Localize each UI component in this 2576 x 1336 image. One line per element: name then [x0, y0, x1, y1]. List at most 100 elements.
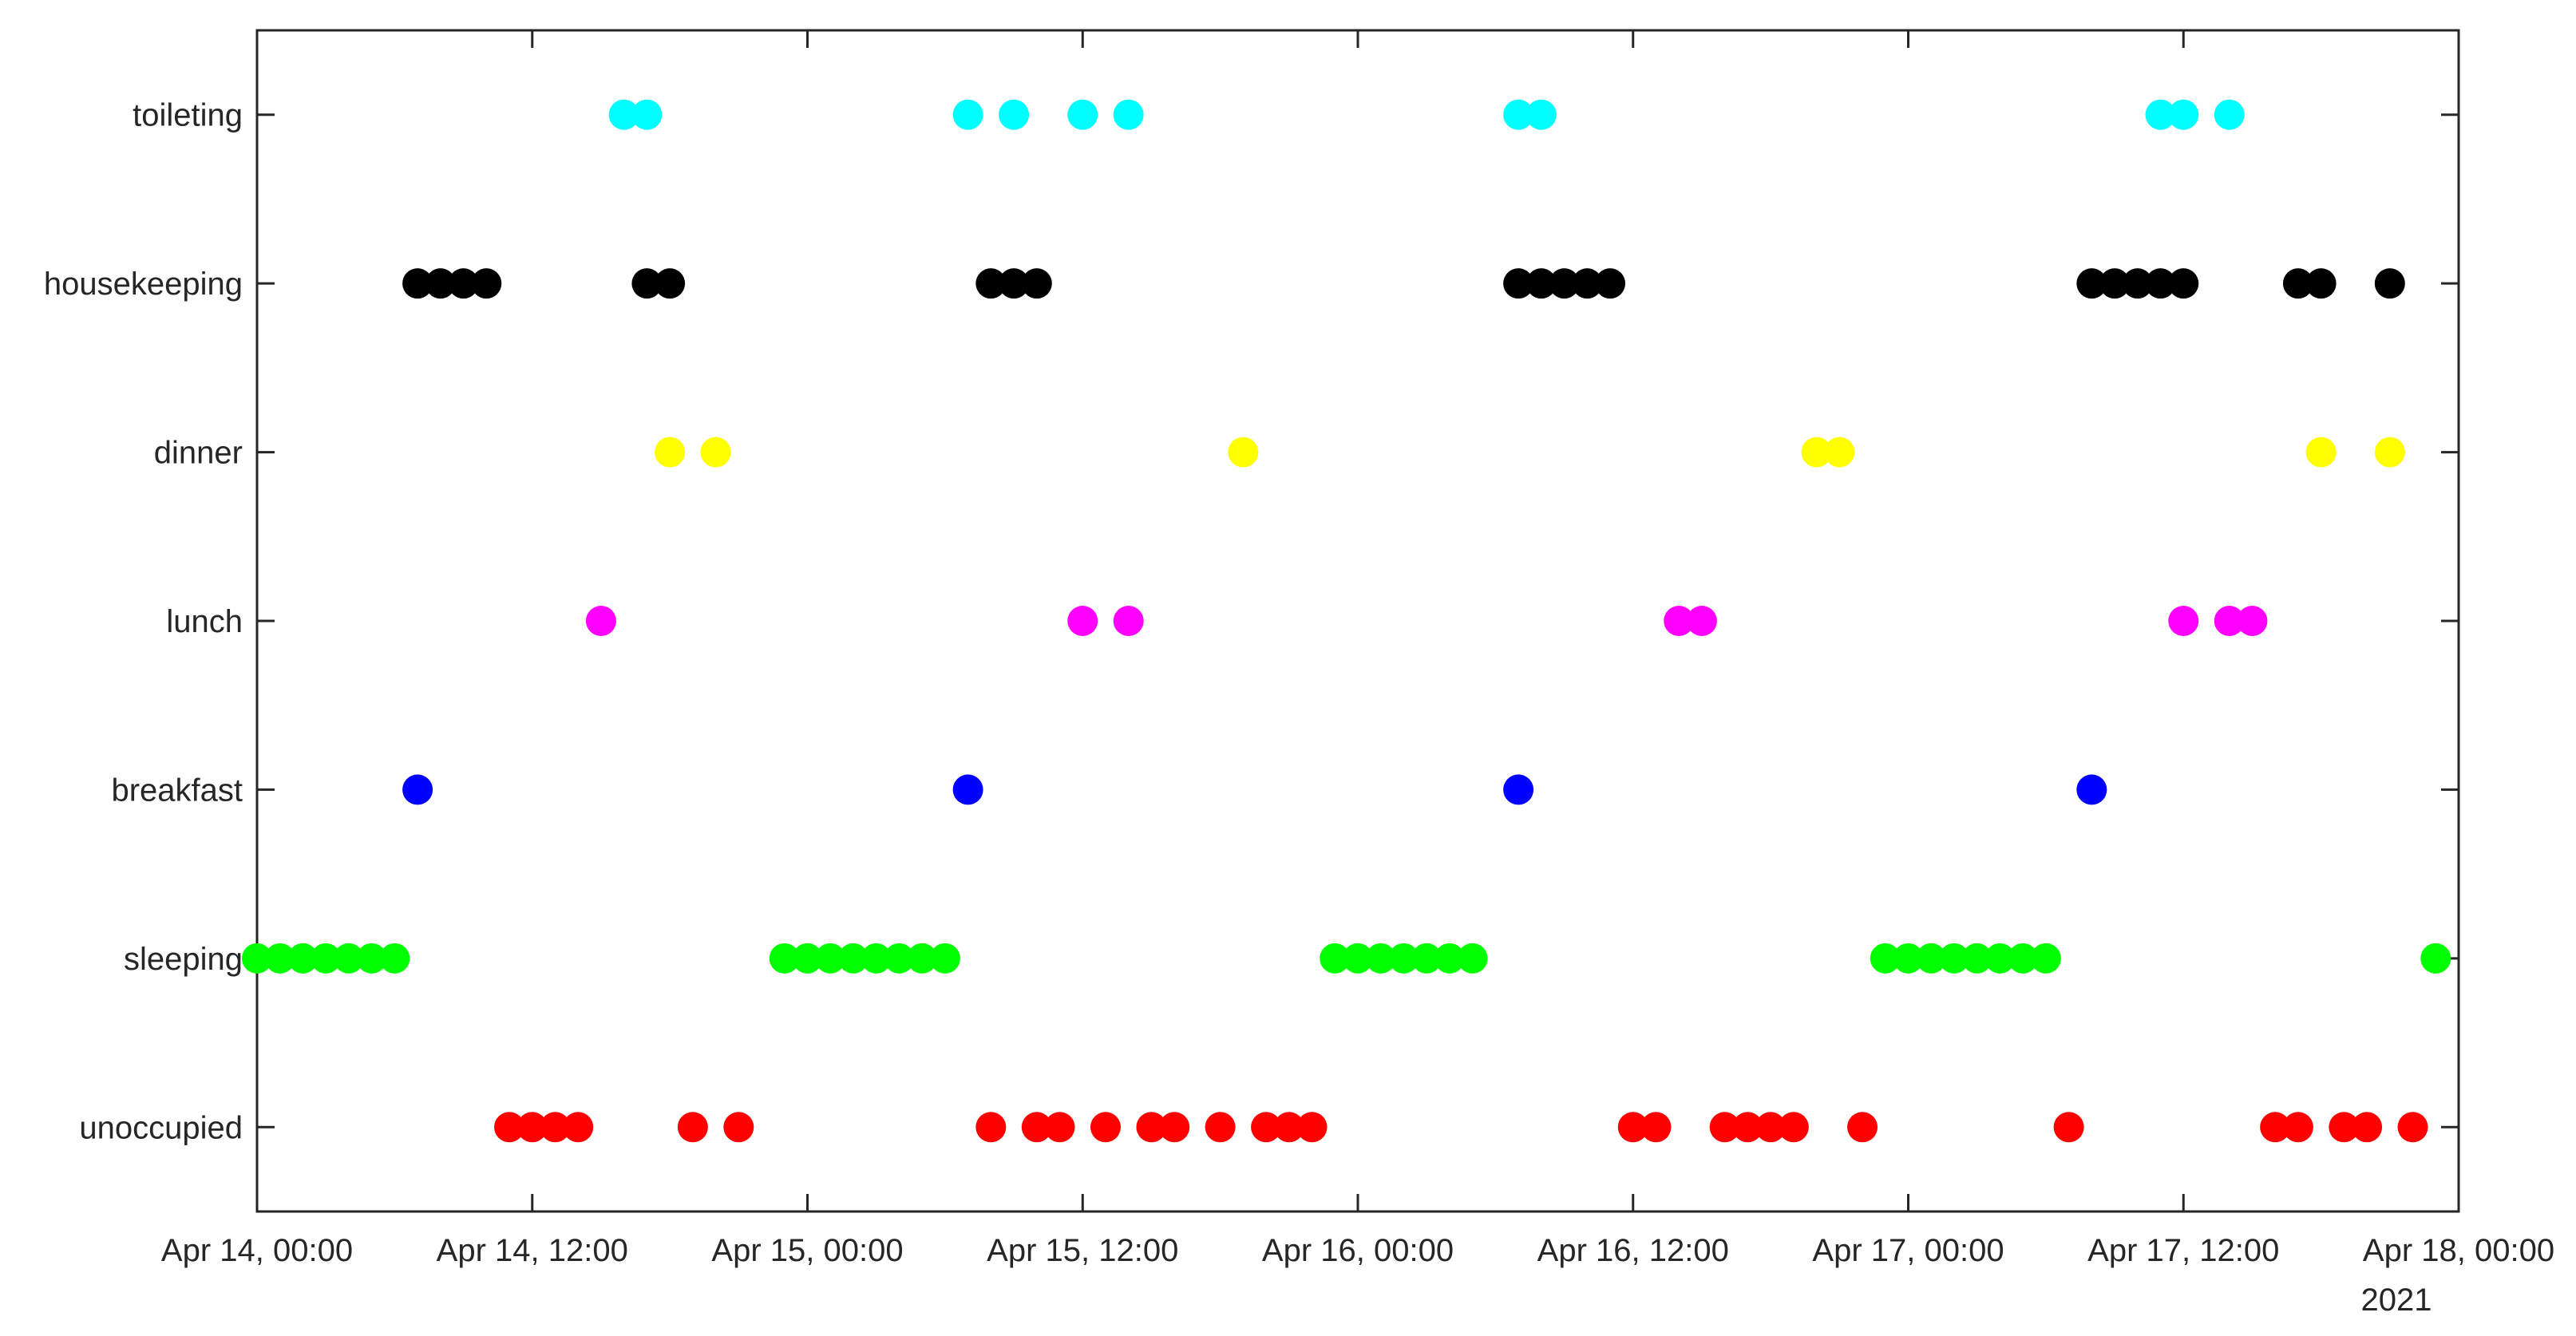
data-point-breakfast: [402, 774, 433, 805]
data-point-housekeeping: [2374, 268, 2405, 299]
x-tick-label: Apr 16, 12:00: [1537, 1233, 1729, 1268]
data-point-unoccupied: [1709, 1112, 1740, 1143]
data-point-sleeping: [2420, 943, 2451, 974]
data-point-sleeping: [907, 943, 938, 974]
data-point-housekeeping: [2122, 268, 2153, 299]
data-point-unoccupied: [1251, 1112, 1282, 1143]
data-point-sleeping: [333, 943, 364, 974]
data-point-sleeping: [1365, 943, 1396, 974]
data-point-sleeping: [287, 943, 319, 974]
data-point-housekeeping: [471, 268, 502, 299]
data-point-unoccupied: [540, 1112, 571, 1143]
data-point-lunch: [1067, 606, 1098, 636]
data-point-unoccupied: [1778, 1112, 1809, 1143]
x-tick-label: Apr 16, 00:00: [1262, 1233, 1454, 1268]
data-point-housekeeping: [1595, 268, 1626, 299]
data-point-lunch: [2237, 606, 2268, 636]
x-tick-label: Apr 15, 00:00: [711, 1233, 903, 1268]
data-point-sleeping: [1457, 943, 1488, 974]
data-point-unoccupied: [2329, 1112, 2360, 1143]
data-point-sleeping: [311, 943, 342, 974]
data-point-housekeeping: [2099, 268, 2131, 299]
data-point-dinner: [2305, 437, 2337, 468]
data-point-unoccupied: [1847, 1112, 1878, 1143]
x-tick-label: Apr 14, 00:00: [161, 1233, 353, 1268]
data-point-housekeeping: [999, 268, 1030, 299]
data-point-housekeeping: [2168, 268, 2199, 299]
data-point-sleeping: [1343, 943, 1373, 974]
data-point-sleeping: [884, 943, 915, 974]
data-point-sleeping: [379, 943, 410, 974]
data-point-dinner: [2374, 437, 2405, 468]
data-point-housekeeping: [2305, 268, 2337, 299]
data-point-housekeeping: [402, 268, 433, 299]
data-point-housekeeping: [655, 268, 686, 299]
data-point-unoccupied: [1136, 1112, 1167, 1143]
data-point-housekeeping: [2076, 268, 2107, 299]
data-point-sleeping: [264, 943, 295, 974]
data-point-unoccupied: [2282, 1112, 2313, 1143]
data-point-sleeping: [792, 943, 823, 974]
y-tick-label: housekeeping: [44, 267, 243, 302]
data-point-sleeping: [2008, 943, 2039, 974]
data-point-housekeeping: [1572, 268, 1603, 299]
data-point-sleeping: [242, 943, 272, 974]
data-point-sleeping: [1870, 943, 1901, 974]
data-point-lunch: [1664, 606, 1695, 636]
data-point-unoccupied: [1159, 1112, 1190, 1143]
data-point-sleeping: [769, 943, 800, 974]
data-point-lunch: [1113, 606, 1144, 636]
data-point-breakfast: [952, 774, 983, 805]
data-point-housekeeping: [2282, 268, 2313, 299]
data-point-sleeping: [1938, 943, 1969, 974]
data-point-unoccupied: [2053, 1112, 2084, 1143]
data-point-toileting: [999, 99, 1030, 130]
data-point-toileting: [608, 99, 639, 130]
data-point-sleeping: [1984, 943, 2016, 974]
data-point-toileting: [1067, 99, 1098, 130]
y-tick-label: toileting: [133, 98, 243, 133]
data-point-sleeping: [356, 943, 387, 974]
data-point-unoccupied: [1617, 1112, 1648, 1143]
x-tick-label: Apr 15, 12:00: [987, 1233, 1178, 1268]
data-point-toileting: [631, 99, 663, 130]
data-point-sleeping: [1320, 943, 1351, 974]
data-point-housekeeping: [1525, 268, 1557, 299]
data-point-unoccupied: [1273, 1112, 1304, 1143]
data-point-unoccupied: [1044, 1112, 1075, 1143]
data-point-housekeeping: [1021, 268, 1052, 299]
data-point-breakfast: [2076, 774, 2107, 805]
data-point-dinner: [1824, 437, 1855, 468]
data-point-unoccupied: [1205, 1112, 1236, 1143]
data-point-sleeping: [1411, 943, 1442, 974]
data-point-dinner: [655, 437, 686, 468]
data-point-sleeping: [861, 943, 892, 974]
data-point-unoccupied: [723, 1112, 754, 1143]
data-point-unoccupied: [1021, 1112, 1052, 1143]
data-point-lunch: [2168, 606, 2199, 636]
data-point-unoccupied: [516, 1112, 548, 1143]
data-point-dinner: [700, 437, 731, 468]
data-point-unoccupied: [1090, 1112, 1121, 1143]
data-point-unoccupied: [494, 1112, 525, 1143]
x-tick-label: Apr 14, 12:00: [437, 1233, 628, 1268]
data-point-sleeping: [1388, 943, 1419, 974]
x-tick-label: Apr 17, 12:00: [2087, 1233, 2279, 1268]
data-point-unoccupied: [1732, 1112, 1763, 1143]
data-point-toileting: [2214, 99, 2245, 130]
data-point-toileting: [1113, 99, 1144, 130]
data-point-lunch: [585, 606, 616, 636]
data-point-housekeeping: [975, 268, 1007, 299]
data-point-sleeping: [1893, 943, 1924, 974]
data-point-unoccupied: [1755, 1112, 1787, 1143]
x-tick-label: Apr 17, 00:00: [1812, 1233, 2004, 1268]
y-tick-label: dinner: [154, 436, 243, 471]
y-tick-label: lunch: [166, 604, 243, 639]
data-point-sleeping: [837, 943, 869, 974]
y-tick-label: unoccupied: [79, 1110, 243, 1145]
data-point-unoccupied: [1296, 1112, 1328, 1143]
data-point-sleeping: [1916, 943, 1947, 974]
data-point-dinner: [1228, 437, 1259, 468]
